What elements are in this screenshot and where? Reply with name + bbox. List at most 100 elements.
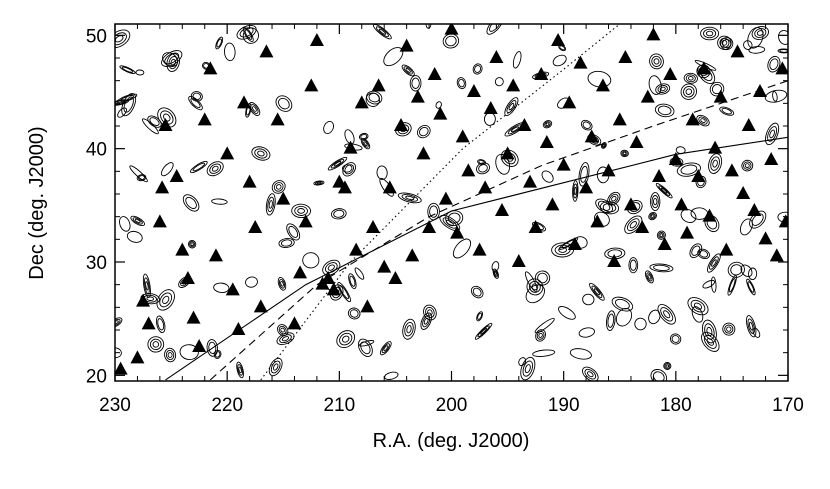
contour-ring — [685, 74, 696, 83]
contour-ring — [658, 231, 665, 239]
contour-ring — [456, 77, 467, 90]
contour-ring — [347, 307, 361, 320]
contour-ring — [146, 296, 155, 301]
contour-ring — [706, 326, 713, 337]
triangle-marker — [646, 27, 661, 41]
contour-ring — [275, 95, 293, 112]
contour-ring — [281, 336, 290, 342]
contour-ring — [724, 324, 734, 334]
contour-ring — [323, 120, 334, 135]
contour-ring — [721, 107, 732, 115]
contour-ring — [621, 150, 628, 157]
contour-ring — [710, 276, 717, 293]
contour-ring — [719, 106, 735, 116]
contour-ring — [149, 338, 162, 351]
contour-ring — [242, 27, 259, 44]
triangle-marker — [422, 220, 437, 233]
contour-ring — [208, 341, 217, 355]
contour-ring — [518, 357, 527, 367]
y-tick-label: 30 — [86, 253, 107, 274]
triangle-marker — [618, 50, 633, 63]
contour-ring — [362, 139, 369, 148]
contour-ring — [357, 338, 373, 357]
contour-ring — [664, 363, 671, 369]
triangle-marker — [601, 163, 616, 177]
contour-ring — [620, 149, 629, 158]
contour-ring — [333, 160, 342, 167]
contour-ring — [629, 221, 637, 229]
contour-ring — [580, 119, 593, 131]
contour-ring — [211, 198, 228, 205]
contour-ring — [558, 306, 576, 320]
contour-ring — [659, 233, 664, 238]
triangle-marker — [494, 203, 509, 216]
triangle-marker — [674, 197, 689, 211]
contour-ring — [119, 65, 136, 75]
contour-ring — [405, 68, 411, 73]
contour-ring — [648, 211, 657, 221]
contour-ring — [658, 185, 671, 197]
contour-ring — [476, 162, 490, 175]
contour-ring — [375, 26, 389, 38]
contour-ring — [685, 88, 693, 95]
contour-ring — [129, 165, 148, 183]
contour-ring — [569, 348, 592, 360]
contour-ring — [477, 312, 483, 320]
contour-ring — [349, 275, 356, 287]
contour-ring — [676, 162, 701, 177]
triangle-marker — [472, 242, 487, 256]
contour-ring — [727, 261, 745, 278]
contour-ring — [134, 218, 141, 224]
contour-ring — [628, 257, 639, 274]
contour-ring — [552, 54, 567, 67]
contour-ring — [152, 341, 160, 348]
contour-ring — [582, 121, 591, 129]
triangle-marker — [360, 299, 375, 313]
contour-ring — [423, 304, 437, 321]
contour-ring — [160, 110, 174, 125]
contour-ring — [245, 276, 258, 288]
contour-ring — [489, 24, 501, 32]
contour-ring — [587, 371, 594, 378]
triangle-marker — [685, 112, 700, 126]
contour-ring — [164, 347, 177, 363]
curve-solid — [165, 136, 788, 381]
triangle-marker — [752, 84, 767, 97]
contour-ring — [472, 287, 482, 297]
contour-ring — [740, 264, 753, 278]
contour-ring — [545, 122, 550, 126]
contour-ring — [378, 28, 387, 35]
contour-ring — [650, 214, 655, 218]
contour-ring — [582, 366, 599, 381]
contour-ring — [704, 323, 715, 340]
contour-ring — [411, 77, 420, 89]
contour-ring — [297, 208, 305, 214]
contour-ring — [748, 267, 758, 281]
x-axis-label: R.A. (deg. J2000) — [373, 430, 530, 452]
contour-ring — [435, 101, 442, 109]
triangle-marker — [461, 163, 476, 177]
contour-ring — [602, 143, 606, 147]
contour-ring — [532, 349, 556, 357]
contour-ring — [769, 129, 775, 139]
contour-ring — [480, 327, 488, 335]
x-tick-label: 200 — [436, 395, 468, 416]
triangle-marker — [769, 248, 784, 262]
contour-ring — [778, 29, 788, 45]
y-axis-label: Dec (deg. J2000) — [26, 126, 48, 279]
contour-ring — [578, 327, 595, 338]
contour-ring — [572, 183, 578, 199]
contour-ring — [280, 281, 284, 287]
contour-ring — [529, 280, 541, 293]
contour-ring — [649, 213, 656, 220]
x-tick-label: 210 — [323, 395, 355, 416]
triangle-marker — [595, 78, 610, 92]
contour-ring — [245, 103, 252, 118]
contour-ring — [474, 65, 482, 73]
plot-frame — [114, 23, 789, 382]
triangle-marker — [225, 282, 240, 296]
contour-ring — [708, 153, 723, 174]
contour-ring — [683, 72, 698, 84]
contour-ring — [741, 159, 754, 172]
contour-ring — [615, 307, 633, 327]
